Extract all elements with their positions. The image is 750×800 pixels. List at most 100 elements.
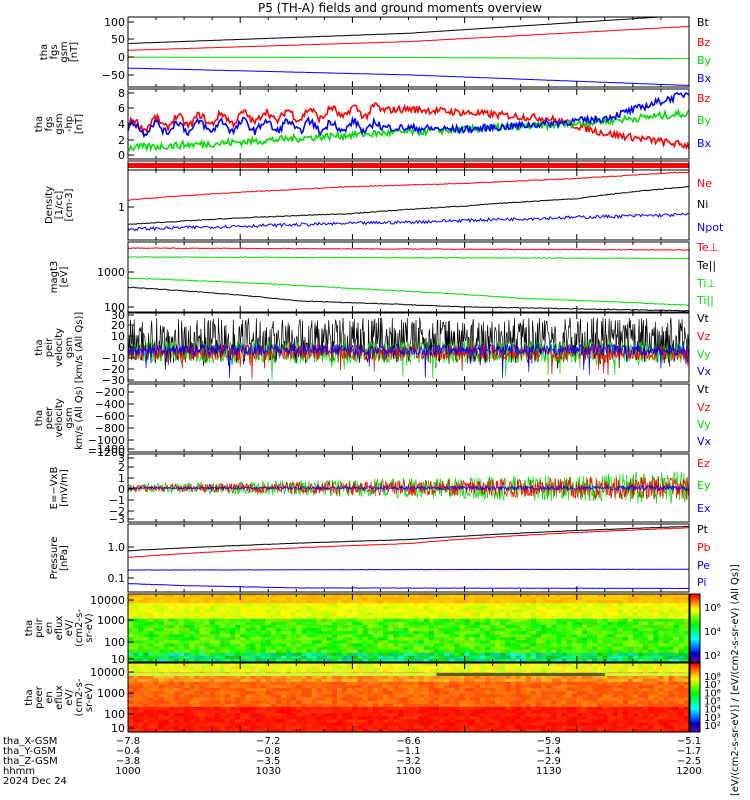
legend-Ez: Ez bbox=[697, 457, 710, 470]
series-By bbox=[127, 56, 690, 60]
svg-text:velocity: velocity bbox=[54, 398, 65, 437]
y-tick-label: 2 bbox=[118, 134, 125, 147]
legend-Ti: Ti⊥ bbox=[696, 277, 716, 290]
y-tick-label: −200 bbox=[95, 386, 125, 399]
colorbar-tick: 10⁶ bbox=[704, 603, 721, 614]
noisy-series bbox=[127, 472, 690, 504]
legend-Ex: Ex bbox=[697, 502, 711, 515]
x-axis-row-label: tha_Z-GSM bbox=[3, 756, 58, 767]
legend-Te: Te⊥ bbox=[696, 241, 718, 254]
y-tick-label: 10000 bbox=[90, 594, 125, 607]
y-tick-label: −50 bbox=[102, 69, 125, 82]
colorbar-tick: 10² bbox=[704, 651, 721, 662]
y-tick-label: 30 bbox=[111, 309, 125, 322]
series-Bz bbox=[127, 102, 690, 151]
legend-Pb: Pb bbox=[697, 541, 711, 554]
legend-Pt: Pt bbox=[697, 523, 709, 536]
svg-text:eV/: eV/ bbox=[64, 619, 75, 636]
legend-Bx: Bx bbox=[697, 72, 712, 85]
y-tick-label: 1 bbox=[118, 201, 125, 214]
y-tick-label: 10 bbox=[111, 722, 125, 735]
y-tick-label: −1400 bbox=[88, 443, 125, 456]
colorbar-tick: 10⁵ bbox=[704, 697, 721, 708]
legend-Vt: Vt bbox=[697, 383, 710, 396]
legend-Vx: Vx bbox=[697, 365, 712, 378]
svg-text:tha: tha bbox=[34, 410, 45, 426]
series-Pe bbox=[127, 568, 690, 571]
y-tick-label: 100 bbox=[104, 636, 125, 649]
y-axis-label: tha peer en eflux eV/(cm2-s-sr-eV) bbox=[24, 678, 95, 716]
colorbar-tick: 10⁴ bbox=[704, 627, 721, 638]
x-tick-label: 1130 bbox=[536, 766, 561, 777]
series-Npot bbox=[127, 212, 690, 232]
series-Bt bbox=[127, 16, 689, 44]
colorbar-units-label: [eV/(cm2-s-sr-eV)] / [eV/(cm2-s-sr-eV) (… bbox=[730, 564, 741, 796]
x-tick-label: 1000 bbox=[115, 766, 140, 777]
colorbar-tick: 10² bbox=[704, 721, 721, 732]
panel-temperature: 1000 100 magt3 [eV] Te⊥ Te|| Ti⊥ Ti|| bbox=[49, 241, 718, 314]
x-tick-label: −1.1 bbox=[396, 746, 420, 757]
svg-text:[nT]: [nT] bbox=[69, 42, 80, 62]
y-axis-label: tha peer velocity gsm km/s (All Qs) bbox=[34, 386, 85, 450]
legend-Ti: Ti|| bbox=[696, 294, 714, 307]
panel-flags bbox=[127, 160, 690, 171]
y-tick-label: 0 bbox=[118, 341, 125, 354]
y-axis-label: tha fgs gsm [nT] bbox=[39, 41, 80, 62]
x-axis-row-label: hhmm bbox=[3, 766, 35, 777]
panel-frame bbox=[127, 16, 690, 88]
y-tick-label: 10 bbox=[111, 653, 125, 666]
legend-Vx: Vx bbox=[697, 435, 712, 448]
noisy-series bbox=[127, 476, 690, 500]
y-tick-label: 20 bbox=[111, 319, 125, 332]
legend-Vy: Vy bbox=[697, 348, 711, 361]
x-tick-label: −5.9 bbox=[537, 736, 561, 747]
y-tick-label: −30 bbox=[102, 374, 125, 387]
svg-text:en: en bbox=[44, 622, 55, 635]
x-tick-label: −7.2 bbox=[256, 736, 280, 747]
x-axis-row-label: 2024 Dec 24 bbox=[3, 776, 67, 787]
x-tick-label: −6.6 bbox=[396, 736, 420, 747]
x-tick-label: 1200 bbox=[676, 766, 701, 777]
legend-Vz: Vz bbox=[697, 401, 711, 414]
series-Ni bbox=[128, 185, 690, 225]
panel-peir_en_eflux: 10000 1000 100 10 tha peir en eflux eV/(cm2-s-sr… bbox=[24, 593, 690, 666]
svg-text:gsm: gsm bbox=[54, 113, 65, 134]
y-tick-label: 100 bbox=[104, 16, 125, 29]
legend-Bt: Bt bbox=[697, 16, 710, 29]
flag-bar bbox=[128, 163, 689, 168]
colorbar-tick: 10⁷ bbox=[704, 680, 721, 691]
legend-Ni: Ni bbox=[697, 198, 708, 211]
legend-Vz: Vz bbox=[697, 330, 711, 343]
noisy-series bbox=[127, 484, 690, 492]
svg-text:Pressure: Pressure bbox=[49, 537, 60, 580]
svg-text:[nT]: [nT] bbox=[74, 114, 85, 134]
y-tick-label: 100 bbox=[104, 301, 125, 314]
svg-text:[eV]: [eV] bbox=[59, 267, 70, 288]
series-Bx bbox=[127, 91, 690, 139]
svg-text:[cm-3]: [cm-3] bbox=[64, 188, 75, 221]
x-tick-label: −1.7 bbox=[677, 746, 701, 757]
x-tick-label: −3.8 bbox=[116, 756, 140, 767]
y-tick-label: −20 bbox=[102, 363, 125, 376]
y-tick-label: 0 bbox=[118, 149, 125, 162]
svg-text:Density: Density bbox=[44, 186, 55, 224]
noisy-series bbox=[127, 342, 690, 379]
y-tick-label: 1000 bbox=[97, 266, 125, 279]
x-tick-label: −2.5 bbox=[677, 756, 701, 767]
x-tick-label: −3.2 bbox=[396, 756, 420, 767]
noisy-series bbox=[127, 317, 690, 370]
panel-fgs_gsm_hp: 8 6 4 2 0 tha fgs gsm -hp [nT] Bz By Bx bbox=[34, 87, 712, 162]
svg-text:tha: tha bbox=[34, 116, 45, 132]
svg-text:gsm: gsm bbox=[64, 337, 75, 358]
y-axis-label: Density [1/cc] [cm-3] bbox=[44, 186, 75, 224]
x-tick-label: 1100 bbox=[396, 766, 421, 777]
legend-Npot: Npot bbox=[697, 221, 724, 234]
y-tick-label: −1000 bbox=[88, 434, 125, 447]
y-tick-label: 10000 bbox=[90, 666, 125, 679]
panel-frame bbox=[127, 523, 690, 593]
series-Ne bbox=[127, 171, 690, 201]
svg-text:(cm2-s-: (cm2-s- bbox=[74, 609, 85, 647]
svg-text:[nPa]: [nPa] bbox=[59, 545, 70, 571]
